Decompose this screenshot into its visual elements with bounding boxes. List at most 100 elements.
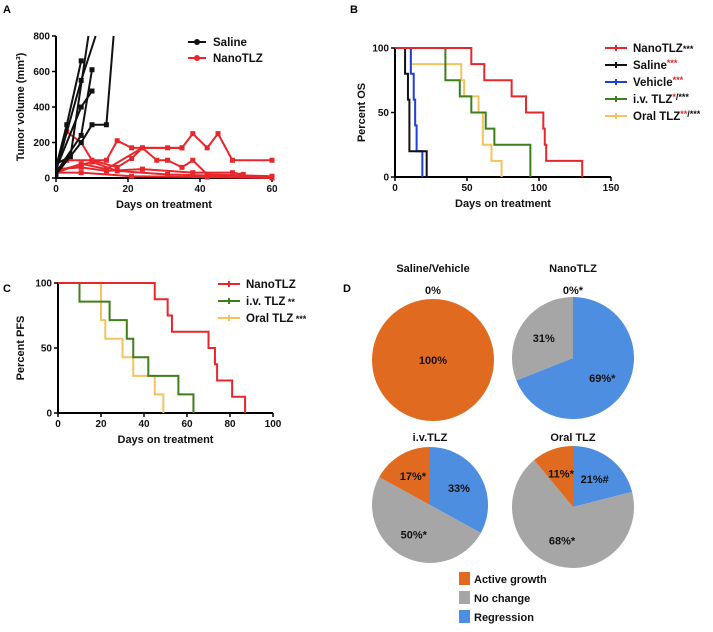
y-tick-label: 800	[33, 32, 50, 43]
x-tick-label: 100	[265, 419, 282, 430]
legend-label: Active growth	[474, 574, 547, 586]
legend-swatch	[459, 610, 470, 623]
legend-entry: i.v. TLZ*/***	[633, 92, 689, 106]
pie-slice-label: 33%	[448, 483, 470, 495]
y-axis-title: Percent PFS	[15, 316, 27, 381]
data-point	[114, 168, 120, 174]
y-tick-label: 600	[33, 67, 50, 78]
legend-swatch	[459, 591, 470, 604]
data-point	[56, 166, 59, 172]
y-axis-title: Tumor volume (mm³)	[15, 52, 27, 161]
pie-zero-label: 0%*	[563, 285, 584, 297]
pie-slice	[372, 299, 494, 421]
legend-entry: i.v. TLZ **	[246, 296, 295, 308]
legend-entry: NanoTLZ	[246, 279, 296, 291]
x-tick-label: 100	[531, 183, 548, 194]
data-point	[190, 170, 196, 176]
data-point	[179, 164, 185, 170]
y-tick-label: 50	[41, 344, 53, 355]
series-line-nanotlz	[56, 146, 273, 178]
legend-label: i.v. TLZ	[633, 94, 672, 106]
y-tick-label: 50	[378, 108, 390, 119]
significance-red: *	[672, 92, 676, 102]
pie-title: Oral TLZ	[550, 432, 596, 444]
panel-d-response-pies: Saline/Vehicle 0% 100% NanoTLZ 0%* 69%* 31% i.v…	[372, 263, 635, 624]
data-point	[204, 174, 210, 180]
x-tick-label: 60	[266, 184, 278, 195]
pie-title: Saline/Vehicle	[396, 263, 469, 275]
legend-entry: NanoTLZ***	[633, 43, 694, 55]
legend-entry: Vehicle***	[633, 75, 684, 89]
plot-area	[56, 35, 275, 181]
data-point	[78, 140, 84, 145]
pie-slice	[511, 459, 634, 568]
x-tick-label: 20	[122, 184, 134, 195]
pie-slice-label: 11%*	[548, 469, 574, 481]
significance-black: ***	[293, 314, 307, 324]
data-point	[89, 67, 95, 73]
pie-slice	[372, 477, 481, 563]
x-tick-label: 0	[55, 419, 61, 430]
legend-label: Saline	[633, 60, 667, 72]
pie-slice	[516, 297, 635, 419]
data-point	[139, 166, 145, 172]
legend-label: Oral TLZ	[246, 313, 293, 325]
legend-entry: Oral TLZ ***	[246, 313, 307, 325]
y-tick-label: 200	[33, 138, 50, 149]
pie-slice-label: 31%	[533, 333, 555, 345]
y-tick-label: 0	[383, 173, 389, 184]
data-point	[240, 171, 246, 177]
pie-zero-label: 0%	[425, 285, 441, 297]
km-curve-nanotlz	[58, 282, 247, 413]
y-tick-label: 0	[46, 409, 52, 420]
significance-red: ***	[667, 58, 678, 68]
data-point	[78, 58, 84, 64]
km-curve-i-v-tlz	[395, 47, 532, 177]
legend-label: No change	[474, 593, 530, 605]
significance-red: ***	[673, 75, 684, 85]
x-tick-label: 50	[461, 183, 473, 194]
legend-label: Regression	[474, 612, 534, 624]
data-point	[114, 164, 120, 170]
panel-c-progression-free-survival-chart: 0 20 40 60 80 100 0 50 100 Days on treatment Perce…	[15, 279, 307, 447]
pie-slice-label: 17%*	[400, 471, 427, 483]
data-point	[129, 155, 135, 161]
significance-red: **	[680, 109, 688, 119]
km-curve-nanotlz	[395, 47, 584, 177]
pie-slice	[430, 447, 488, 533]
data-point	[103, 157, 109, 163]
data-point	[269, 157, 275, 163]
legend-swatch	[459, 572, 470, 585]
pie-slice	[379, 447, 430, 505]
legend-marker	[194, 39, 200, 45]
data-point	[64, 122, 70, 128]
pie-slice	[573, 446, 633, 507]
x-axis-title: Days on treatment	[455, 198, 551, 210]
pie-slice-label: 100%	[419, 355, 447, 367]
data-point	[190, 157, 196, 163]
x-tick-label: 40	[138, 419, 150, 430]
data-point	[215, 131, 221, 137]
panel-label-c: C	[3, 283, 11, 295]
data-point	[103, 122, 109, 128]
panel-label-b: B	[350, 4, 358, 16]
y-tick-label: 100	[35, 279, 52, 290]
x-tick-label: 40	[194, 184, 206, 195]
data-point	[204, 171, 210, 177]
pie-slice-label: 68%*	[549, 536, 576, 548]
significance-black: /***	[676, 92, 690, 102]
data-point	[229, 170, 235, 176]
y-tick-label: 0	[44, 174, 50, 185]
km-curve-oral-tlz	[395, 47, 503, 177]
data-point	[204, 145, 210, 151]
x-tick-label: 60	[181, 419, 193, 430]
data-point	[78, 170, 84, 176]
panel-label-d: D	[343, 283, 351, 295]
y-axis-title: Percent OS	[356, 83, 368, 142]
data-point	[179, 145, 185, 151]
data-point	[190, 131, 196, 137]
km-curve-i-v-tlz	[58, 282, 195, 413]
data-point	[114, 138, 120, 144]
legend-entry: Saline***	[633, 58, 678, 72]
